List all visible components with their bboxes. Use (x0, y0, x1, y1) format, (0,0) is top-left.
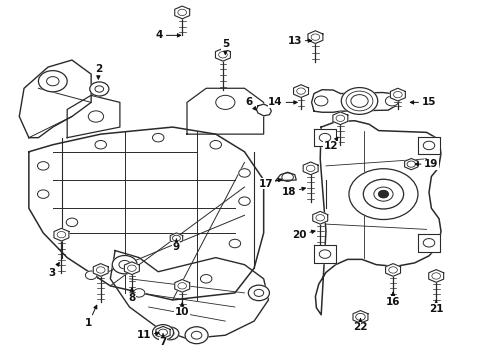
Circle shape (229, 239, 240, 248)
Text: 2: 2 (95, 64, 102, 79)
Text: 11: 11 (136, 330, 159, 340)
Circle shape (38, 162, 49, 170)
Circle shape (133, 289, 144, 297)
Circle shape (158, 329, 167, 336)
Circle shape (423, 239, 434, 247)
Text: 10: 10 (175, 303, 189, 317)
Text: 18: 18 (281, 187, 305, 197)
Circle shape (385, 96, 398, 106)
Text: 5: 5 (221, 39, 228, 54)
Polygon shape (385, 264, 400, 276)
Polygon shape (418, 234, 439, 252)
Polygon shape (156, 327, 170, 338)
Text: 12: 12 (323, 137, 337, 152)
Circle shape (38, 190, 49, 198)
Polygon shape (275, 172, 296, 181)
Circle shape (248, 285, 269, 301)
Polygon shape (307, 31, 322, 44)
Circle shape (238, 169, 250, 177)
Circle shape (423, 141, 434, 150)
Circle shape (66, 218, 78, 226)
Polygon shape (215, 48, 230, 61)
Circle shape (166, 330, 174, 336)
Text: 6: 6 (245, 98, 256, 110)
Text: 14: 14 (267, 98, 297, 107)
Circle shape (112, 256, 137, 274)
Polygon shape (352, 311, 367, 323)
Circle shape (172, 235, 180, 241)
Text: 4: 4 (155, 30, 181, 40)
Polygon shape (389, 88, 405, 101)
Polygon shape (311, 90, 396, 112)
Circle shape (89, 82, 109, 96)
Circle shape (85, 271, 97, 279)
Circle shape (88, 111, 103, 122)
Text: 15: 15 (409, 98, 435, 107)
Circle shape (363, 179, 403, 209)
Polygon shape (332, 112, 347, 125)
Circle shape (215, 95, 234, 109)
Text: 3: 3 (48, 262, 59, 279)
Polygon shape (19, 60, 91, 138)
Circle shape (152, 134, 163, 142)
Text: 9: 9 (172, 239, 180, 252)
Polygon shape (93, 264, 108, 276)
Circle shape (238, 197, 250, 206)
Circle shape (378, 190, 387, 198)
Polygon shape (315, 121, 440, 315)
Circle shape (319, 250, 330, 258)
Circle shape (406, 161, 415, 167)
Circle shape (161, 327, 179, 340)
Text: 21: 21 (428, 300, 443, 314)
Polygon shape (404, 158, 417, 170)
Polygon shape (314, 245, 335, 263)
Circle shape (184, 327, 208, 344)
Polygon shape (29, 127, 263, 300)
Text: 20: 20 (292, 230, 314, 240)
Circle shape (346, 91, 372, 111)
Polygon shape (418, 136, 439, 154)
Text: 19: 19 (414, 159, 438, 169)
Circle shape (319, 134, 330, 142)
Polygon shape (174, 279, 189, 292)
Text: 22: 22 (352, 319, 367, 333)
Polygon shape (54, 228, 69, 241)
Circle shape (348, 169, 417, 220)
Polygon shape (67, 95, 120, 138)
Circle shape (209, 140, 221, 149)
Polygon shape (124, 262, 139, 275)
Polygon shape (174, 6, 189, 19)
Text: 13: 13 (287, 36, 311, 46)
Polygon shape (303, 162, 318, 175)
Polygon shape (312, 211, 327, 224)
Polygon shape (110, 251, 268, 339)
Polygon shape (170, 233, 183, 243)
Circle shape (200, 275, 211, 283)
Text: 17: 17 (258, 179, 281, 189)
Text: 1: 1 (85, 305, 97, 328)
Text: 16: 16 (385, 292, 400, 307)
Polygon shape (314, 129, 335, 147)
Circle shape (95, 140, 106, 149)
Polygon shape (428, 270, 443, 282)
Circle shape (355, 314, 365, 320)
Circle shape (281, 173, 293, 181)
Polygon shape (186, 88, 263, 134)
Polygon shape (293, 85, 308, 98)
Text: 8: 8 (128, 288, 135, 303)
Text: 7: 7 (159, 334, 166, 347)
Circle shape (152, 325, 173, 340)
Circle shape (39, 71, 67, 92)
Circle shape (341, 87, 377, 114)
Circle shape (314, 96, 327, 106)
Polygon shape (256, 104, 271, 116)
